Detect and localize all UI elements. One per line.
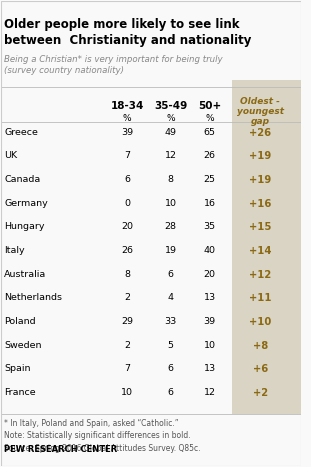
Text: 20: 20 [121, 222, 133, 231]
Text: 12: 12 [165, 151, 177, 160]
Text: +11: +11 [249, 293, 272, 304]
Text: 10: 10 [121, 388, 133, 397]
Text: +16: +16 [249, 198, 272, 209]
Text: 16: 16 [203, 198, 216, 208]
Text: %: % [205, 114, 214, 123]
Text: +15: +15 [249, 222, 272, 233]
Text: Netherlands: Netherlands [4, 293, 63, 303]
Text: 7: 7 [124, 151, 130, 160]
Text: * In Italy, Poland and Spain, asked “Catholic.”
Note: Statistically significant : * In Italy, Poland and Spain, asked “Cat… [4, 419, 201, 453]
Text: Being a Christian* is very important for being truly
(survey country nationality: Being a Christian* is very important for… [4, 55, 223, 75]
Text: Italy: Italy [4, 246, 25, 255]
Text: 35: 35 [203, 222, 216, 231]
Text: 2: 2 [124, 293, 130, 303]
Text: 33: 33 [165, 317, 177, 326]
Text: 12: 12 [203, 388, 216, 397]
FancyBboxPatch shape [232, 80, 301, 414]
Text: 18-34: 18-34 [110, 101, 144, 111]
Text: 7: 7 [124, 364, 130, 374]
Text: 5: 5 [168, 341, 174, 350]
Text: +2: +2 [253, 388, 268, 398]
Text: +14: +14 [249, 246, 272, 256]
Text: 39: 39 [203, 317, 216, 326]
Text: 4: 4 [168, 293, 174, 303]
Text: 39: 39 [121, 127, 133, 137]
Text: 35-49: 35-49 [154, 101, 187, 111]
Text: +19: +19 [249, 151, 272, 161]
Text: Sweden: Sweden [4, 341, 42, 350]
Text: +19: +19 [249, 175, 272, 185]
Text: Greece: Greece [4, 127, 38, 137]
Text: 8: 8 [168, 175, 174, 184]
Text: 40: 40 [203, 246, 216, 255]
Text: Germany: Germany [4, 198, 48, 208]
Text: 65: 65 [203, 127, 216, 137]
Text: Older people more likely to see link
between  Christianity and nationality: Older people more likely to see link bet… [4, 18, 252, 47]
Text: 50+: 50+ [198, 101, 221, 111]
Text: Oldest -
youngest
gap: Oldest - youngest gap [237, 97, 284, 127]
Text: +10: +10 [249, 317, 272, 327]
Text: France: France [4, 388, 36, 397]
Text: 19: 19 [165, 246, 177, 255]
Text: 6: 6 [168, 364, 174, 374]
Text: 25: 25 [203, 175, 216, 184]
Text: 13: 13 [203, 293, 216, 303]
Text: 10: 10 [203, 341, 216, 350]
Text: 28: 28 [165, 222, 177, 231]
Text: 10: 10 [165, 198, 177, 208]
Text: 29: 29 [121, 317, 133, 326]
Text: Australia: Australia [4, 270, 47, 279]
Text: UK: UK [4, 151, 17, 160]
Text: 8: 8 [124, 270, 130, 279]
Text: 0: 0 [124, 198, 130, 208]
Text: 6: 6 [168, 388, 174, 397]
Text: %: % [123, 114, 132, 123]
Text: +26: +26 [249, 127, 272, 138]
Text: 49: 49 [165, 127, 177, 137]
Text: 20: 20 [203, 270, 216, 279]
Text: Canada: Canada [4, 175, 41, 184]
Text: 2: 2 [124, 341, 130, 350]
Text: 6: 6 [124, 175, 130, 184]
Text: Poland: Poland [4, 317, 36, 326]
Text: 13: 13 [203, 364, 216, 374]
Text: Spain: Spain [4, 364, 31, 374]
Text: +6: +6 [253, 364, 268, 375]
Text: +8: +8 [253, 341, 268, 351]
Text: Hungary: Hungary [4, 222, 45, 231]
Text: +12: +12 [249, 270, 272, 280]
Text: 26: 26 [203, 151, 216, 160]
Text: 26: 26 [121, 246, 133, 255]
Text: %: % [166, 114, 175, 123]
Text: 6: 6 [168, 270, 174, 279]
Text: PEW RESEARCH CENTER: PEW RESEARCH CENTER [4, 445, 118, 454]
